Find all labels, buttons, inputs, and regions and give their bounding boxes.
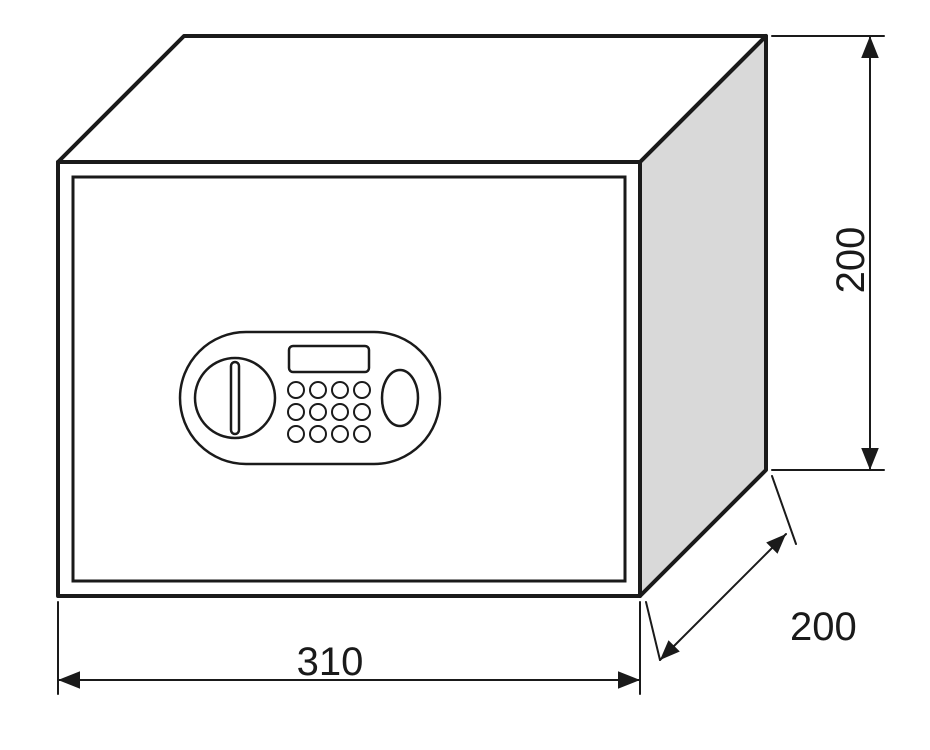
turn-knob-slot xyxy=(231,362,239,434)
arrowhead-icon xyxy=(618,671,640,689)
arrowhead-icon xyxy=(861,36,879,58)
keypad-button xyxy=(354,382,370,398)
keypad-button xyxy=(288,426,304,442)
arrowhead-icon xyxy=(58,671,80,689)
keypad-button xyxy=(288,404,304,420)
box-top-face xyxy=(58,36,766,162)
dim-value-width: 310 xyxy=(297,640,364,684)
keypad-button xyxy=(332,382,348,398)
keypad-button xyxy=(354,404,370,420)
safe-box xyxy=(58,36,766,596)
lock-display xyxy=(289,346,369,372)
indicator-oval xyxy=(382,370,418,426)
keypad-button xyxy=(288,382,304,398)
keypad-button xyxy=(310,426,326,442)
dim-value-depth: 200 xyxy=(790,605,857,649)
keypad-button xyxy=(310,404,326,420)
arrowhead-icon xyxy=(861,448,879,470)
keypad-button xyxy=(310,382,326,398)
lock-assembly xyxy=(180,332,440,464)
dim-value-height: 200 xyxy=(829,227,873,294)
keypad-button xyxy=(332,404,348,420)
keypad-button xyxy=(354,426,370,442)
keypad-button xyxy=(332,426,348,442)
